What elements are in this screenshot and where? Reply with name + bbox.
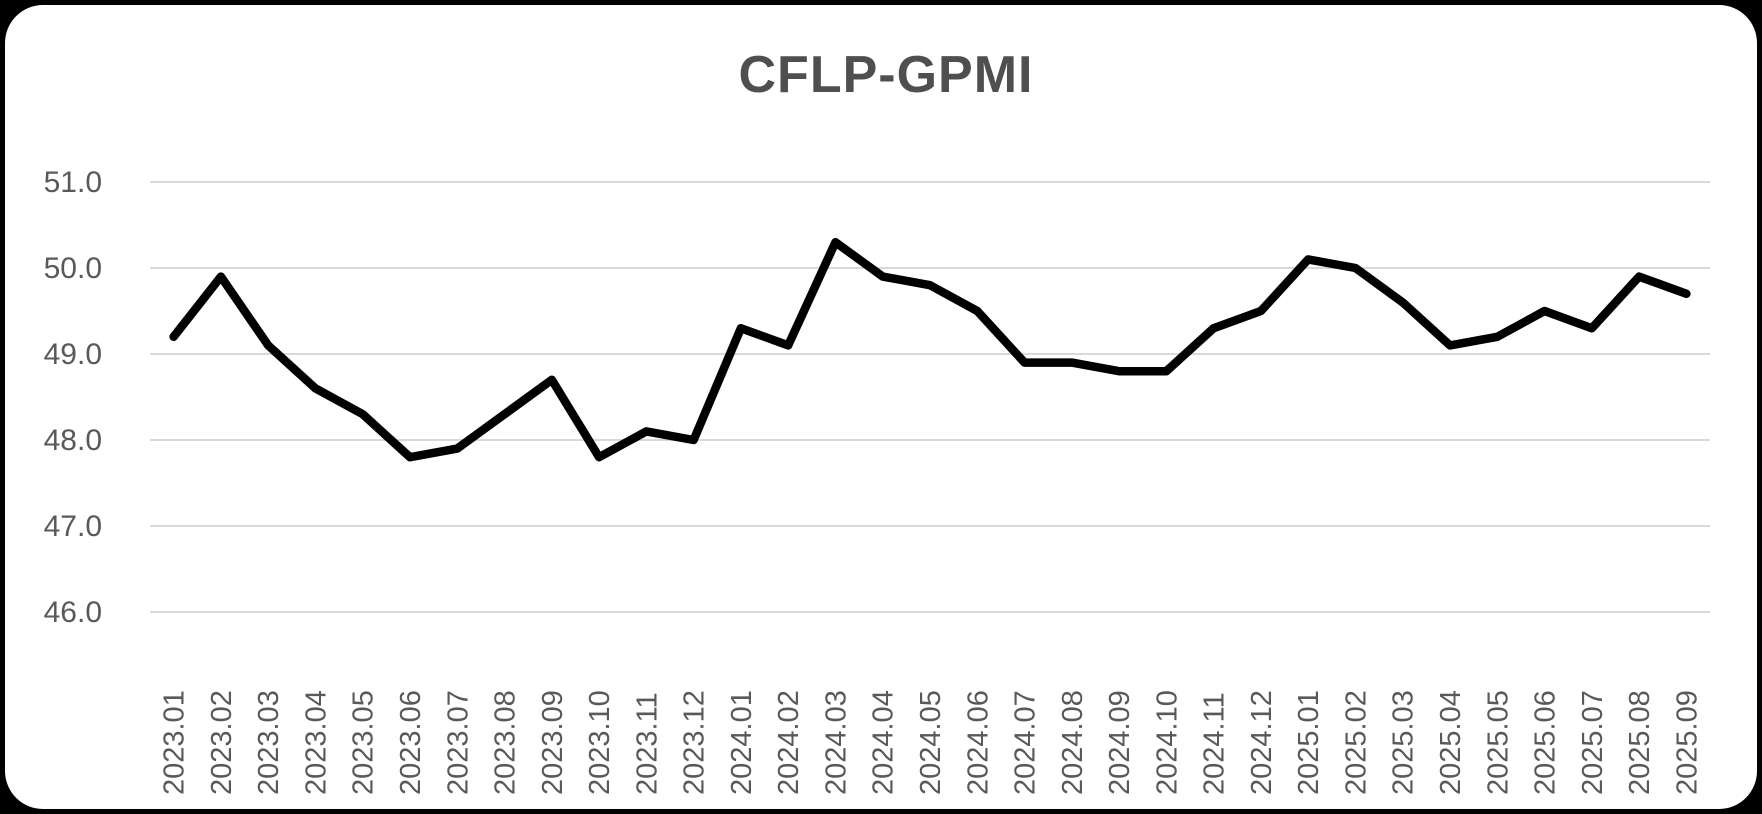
x-axis-tick-label: 2025.09 bbox=[1671, 690, 1703, 795]
x-axis-tick-label: 2024.11 bbox=[1199, 692, 1231, 795]
series-line bbox=[169, 237, 1691, 462]
x-axis-tick-label: 2025.08 bbox=[1624, 690, 1656, 795]
x-axis-tick-label: 2025.04 bbox=[1435, 690, 1467, 795]
x-axis-tick-label: 2023.09 bbox=[537, 690, 569, 795]
x-axis-tick-label: 2024.01 bbox=[726, 690, 758, 795]
x-axis-tick-label: 2025.02 bbox=[1340, 690, 1372, 795]
chart-title: CFLP-GPMI bbox=[738, 46, 1034, 104]
y-axis-tick-label: 47.0 bbox=[44, 510, 102, 543]
y-axis-tick-label: 49.0 bbox=[44, 338, 102, 371]
x-axis-tick-label: 2024.10 bbox=[1151, 690, 1183, 795]
x-axis-tick-label: 2023.11 bbox=[631, 692, 663, 795]
x-axis-tick-label: 2023.02 bbox=[206, 690, 238, 795]
x-axis-tick-label: 2023.05 bbox=[348, 690, 380, 795]
x-axis-tick-label: 2025.06 bbox=[1530, 690, 1562, 795]
x-axis-tick-label: 2024.03 bbox=[820, 690, 852, 795]
x-axis-tick-label: 2025.03 bbox=[1388, 690, 1420, 795]
x-axis-tick-label: 2023.10 bbox=[584, 690, 616, 795]
chart-card: CFLP-GPMI bbox=[5, 5, 1757, 809]
x-axis-tick-label: 2023.12 bbox=[679, 690, 711, 795]
x-axis-tick-label: 2025.01 bbox=[1293, 690, 1325, 795]
x-axis-tick-label: 2023.07 bbox=[442, 690, 474, 795]
y-axis-tick-label: 48.0 bbox=[44, 424, 102, 457]
x-axis-tick-label: 2024.06 bbox=[962, 690, 994, 795]
x-axis-tick-label: 2023.08 bbox=[490, 690, 522, 795]
x-axis-tick-label: 2023.01 bbox=[159, 690, 191, 795]
x-axis-tick-label: 2024.12 bbox=[1246, 690, 1278, 795]
x-axis-tick-label: 2024.07 bbox=[1010, 690, 1042, 795]
y-axis-tick-label: 46.0 bbox=[44, 596, 102, 629]
x-axis-tick-label: 2025.07 bbox=[1577, 690, 1609, 795]
x-axis-tick-label: 2023.06 bbox=[395, 690, 427, 795]
x-axis-tick-label: 2024.09 bbox=[1104, 690, 1136, 795]
x-axis-tick-label: 2024.05 bbox=[915, 690, 947, 795]
x-axis-tick-label: 2023.03 bbox=[253, 690, 285, 795]
x-axis-tick-label: 2024.04 bbox=[868, 690, 900, 795]
y-axis-tick-label: 50.0 bbox=[44, 252, 102, 285]
x-axis-tick-label: 2024.02 bbox=[773, 690, 805, 795]
x-axis-tick-label: 2025.05 bbox=[1482, 690, 1514, 795]
x-axis-tick-label: 2023.04 bbox=[300, 690, 332, 795]
x-axis-tick-label: 2024.08 bbox=[1057, 690, 1089, 795]
y-axis-tick-label: 51.0 bbox=[44, 166, 102, 199]
